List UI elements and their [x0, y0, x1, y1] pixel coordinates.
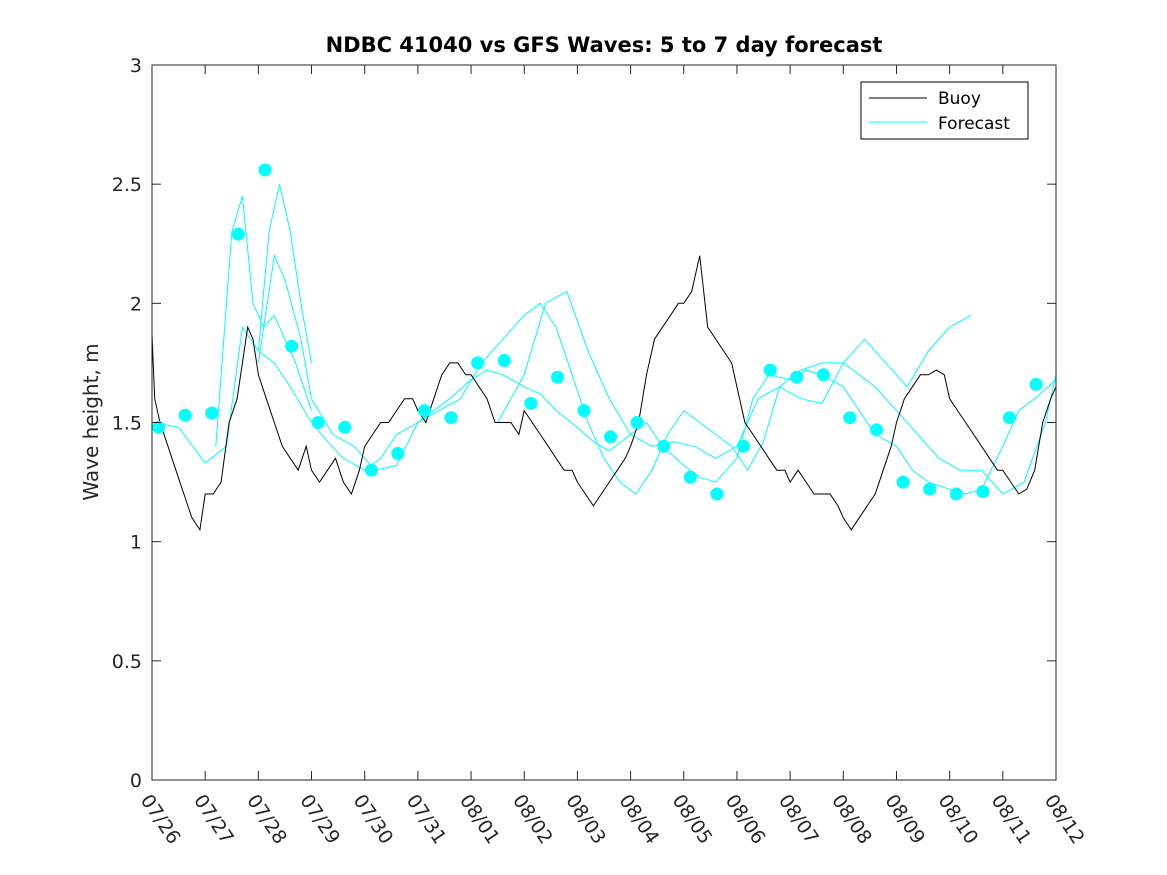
forecast-marker: [152, 420, 166, 434]
forecast-marker: [391, 447, 405, 460]
legend: Buoy Forecast: [860, 81, 1029, 140]
legend-forecast-label: Forecast: [938, 114, 1010, 134]
forecast-marker: [418, 404, 431, 418]
forecast-marker: [524, 396, 538, 410]
forecast-series-line-5: [257, 253, 1057, 495]
y-tick-label: 0.5: [112, 651, 142, 673]
forecast-marker: [843, 411, 857, 425]
chart-title: NDBC 41040 vs GFS Waves: 5 to 7 day fore…: [326, 33, 883, 57]
forecast-marker: [178, 408, 192, 422]
forecast-marker: [976, 485, 990, 499]
plot-area: [152, 65, 1056, 780]
forecast-marker: [816, 368, 830, 382]
forecast-marker: [205, 406, 219, 420]
forecast-marker: [311, 416, 325, 429]
forecast-marker: [338, 420, 352, 434]
forecast-marker: [923, 482, 937, 496]
y-tick-label: 2: [130, 293, 142, 315]
forecast-marker: [1029, 377, 1043, 391]
forecast-marker: [710, 487, 724, 501]
y-tick-label: 1: [130, 532, 142, 554]
y-tick-label: 1.5: [112, 413, 142, 435]
buoy-series-line: [151, 255, 1057, 532]
forecast-marker: [657, 439, 671, 453]
forecast-marker: [577, 404, 591, 418]
forecast-series-line-4: [257, 184, 312, 363]
forecast-series-line-2: [151, 325, 1057, 495]
forecast-marker: [551, 370, 564, 384]
forecast-marker: [604, 430, 618, 444]
y-tick-label: 0: [130, 770, 142, 792]
series-layer: [151, 163, 1057, 532]
y-axis-label: Wave height, m: [79, 343, 103, 500]
forecast-marker: [737, 439, 751, 453]
forecast-marker: [364, 463, 378, 477]
forecast-marker: [630, 416, 644, 429]
forecast-marker: [870, 423, 883, 437]
legend-buoy-label: Buoy: [938, 89, 981, 109]
y-tick-label: 3: [130, 55, 142, 77]
forecast-marker: [231, 227, 245, 241]
forecast-marker: [471, 356, 485, 370]
forecast-marker: [790, 370, 804, 384]
forecast-marker: [285, 339, 299, 353]
y-tick-label: 2.5: [112, 174, 142, 196]
forecast-marker: [497, 354, 511, 367]
forecast-marker: [444, 411, 458, 425]
forecast-marker: [949, 487, 963, 501]
legend-box: [860, 81, 1029, 140]
forecast-marker: [258, 163, 272, 177]
forecast-series-line-6: [497, 290, 972, 459]
forecast-marker: [896, 475, 910, 489]
forecast-marker: [1003, 411, 1016, 425]
forecast-marker: [683, 470, 697, 484]
forecast-marker: [763, 363, 777, 377]
